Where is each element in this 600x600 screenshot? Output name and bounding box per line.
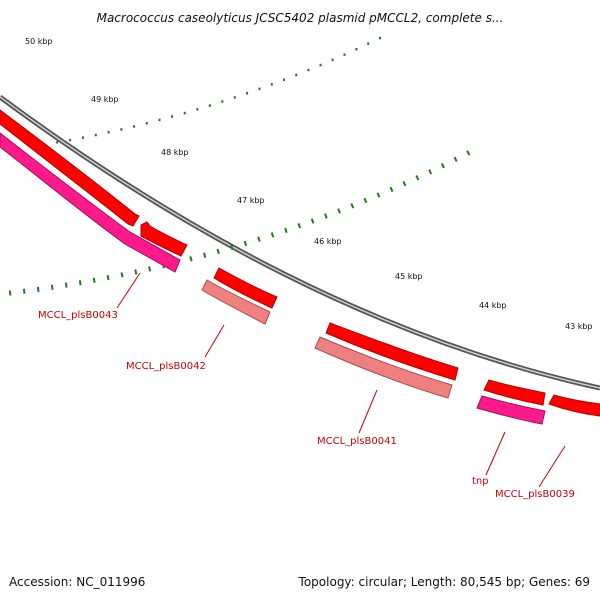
gene-arrow[interactable] <box>483 379 546 406</box>
gene-arrow[interactable] <box>548 394 600 417</box>
gc-skew-dash <box>36 286 40 292</box>
tick-dot <box>107 131 110 134</box>
map-title: Macrococcus caseolyticus JCSC5402 plasmi… <box>97 11 504 25</box>
gene-arrow[interactable] <box>213 267 278 309</box>
gene-arrow[interactable] <box>476 395 546 425</box>
gc-skew-dash <box>216 248 220 255</box>
tick-label-45kbp: 45 kbp <box>395 272 423 281</box>
gene-label-plsb0039[interactable]: MCCL_plsB0039 <box>495 489 575 500</box>
gc-skew-dash <box>64 282 68 288</box>
tick-dot <box>133 125 136 128</box>
cds-track-forward <box>0 109 600 417</box>
tick-dot <box>183 111 186 115</box>
tick-label-44kbp: 44 kbp <box>479 301 507 310</box>
tick-label-47kbp: 47 kbp <box>237 196 265 205</box>
summary-text: Topology: circular; Length: 80,545 bp; G… <box>298 575 590 589</box>
tick-dot <box>82 136 84 139</box>
tick-label-49kbp: 49 kbp <box>91 95 119 104</box>
gc-skew-dash <box>92 277 96 283</box>
tick-marks <box>4 36 381 152</box>
tick-label-46kbp: 46 kbp <box>314 237 342 246</box>
gc-skew-dash <box>284 227 288 234</box>
gc-skew-dash <box>243 240 248 247</box>
gc-skew-dash <box>203 252 207 258</box>
gc-skew-dash <box>8 290 12 296</box>
tick-dot <box>158 118 161 122</box>
gc-skew-dash <box>270 232 275 238</box>
gc-skew-dash <box>148 266 152 272</box>
gene-arrow[interactable] <box>140 221 188 257</box>
gene-label-plsb0043[interactable]: MCCL_plsB0043 <box>38 310 118 321</box>
gc-skew-dash <box>50 284 54 290</box>
label-leaders <box>116 272 566 488</box>
gene-label-plsb0041[interactable]: MCCL_plsB0041 <box>317 436 397 447</box>
tick-dot <box>319 63 322 67</box>
tick-dot <box>171 115 174 118</box>
gc-skew-dash <box>453 156 458 163</box>
tick-label-50kbp: 50 kbp <box>25 37 53 46</box>
tick-dot <box>258 87 261 91</box>
gc-skew-dash <box>310 218 315 224</box>
tick-dot <box>233 96 236 99</box>
tick-dot <box>145 122 148 125</box>
backbone-ring <box>0 94 600 391</box>
tick-dot <box>69 138 72 142</box>
tick-dot <box>355 47 358 51</box>
gc-skew-dash <box>324 213 328 219</box>
gc-skew-dash <box>402 180 407 187</box>
tick-dot <box>221 100 224 103</box>
gc-skew-dash <box>120 272 124 278</box>
tick-dot <box>270 83 273 86</box>
gc-skew-dash <box>350 203 355 209</box>
tick-dot <box>208 104 211 107</box>
gene-label-tnp[interactable]: tnp <box>472 476 489 487</box>
gc-skew-dash <box>134 269 138 275</box>
cds-track-reverse <box>0 132 546 425</box>
gc-skew-dash <box>106 275 110 281</box>
gc-skew-dash <box>337 208 341 214</box>
gc-skew-dash <box>389 186 394 193</box>
gc-skew-dash <box>78 280 82 286</box>
tick-dot <box>307 68 310 72</box>
tick-dot <box>120 128 123 131</box>
gc-skew-dash <box>22 288 26 294</box>
tick-dot <box>367 42 370 45</box>
gc-skew-dash <box>428 169 433 175</box>
tick-dot <box>379 36 381 40</box>
gene-arrow[interactable] <box>314 336 453 399</box>
accession-text: Accession: NC_011996 <box>9 575 145 589</box>
gene-arrow[interactable] <box>0 109 140 227</box>
tick-dot <box>295 73 298 77</box>
tick-dot <box>246 92 249 95</box>
backbone-ring-highlight <box>0 96 600 389</box>
gc-skew-dash <box>440 162 445 169</box>
gc-skew-dash <box>415 175 420 181</box>
gene-arrow[interactable] <box>201 279 271 325</box>
gc-skew-dash <box>297 223 302 229</box>
gc-skew-dash <box>466 150 471 156</box>
gc-skew-dash <box>189 256 193 262</box>
tick-dot <box>196 108 199 111</box>
tick-dot <box>283 78 285 81</box>
gc-skew-dash <box>257 236 261 242</box>
tick-dot <box>331 58 334 62</box>
gc-skew-dash <box>376 192 381 198</box>
tick-label-48kbp: 48 kbp <box>161 148 189 157</box>
gc-skew-dash <box>230 244 234 251</box>
gc-skew-dash <box>363 197 368 204</box>
tick-label-43kbp: 43 kbp <box>565 322 593 331</box>
tick-dot <box>56 141 59 144</box>
gene-arrow[interactable] <box>325 322 459 381</box>
gene-arrow[interactable] <box>0 132 181 273</box>
tick-dot <box>343 53 346 56</box>
tick-dot <box>94 133 97 137</box>
gene-label-plsb0042[interactable]: MCCL_plsB0042 <box>126 361 206 372</box>
